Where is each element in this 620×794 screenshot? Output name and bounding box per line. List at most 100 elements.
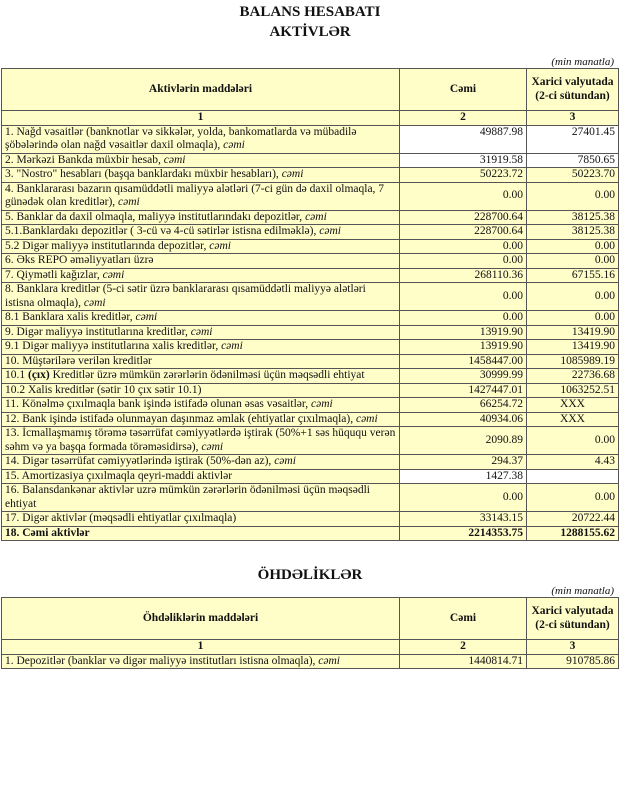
col-header-fx: Xarici valyutada (2-ci sütundan) bbox=[526, 68, 619, 111]
col-index: 1 bbox=[1, 110, 400, 126]
report-title: BALANS HESABATI bbox=[239, 4, 381, 20]
table-row: 13. İcmallaşmamış törəmə təsərrüfat cəmi… bbox=[1, 426, 619, 455]
row-label: 5.2 Digər maliyyə institutlarında depozi… bbox=[1, 238, 400, 254]
col-header-fx: Xarici valyutada (2-ci sütundan) bbox=[526, 597, 619, 640]
row-total: 0.00 bbox=[399, 238, 527, 254]
row-fx: 0.00 bbox=[526, 310, 619, 326]
col-header-total: Cəmi bbox=[399, 597, 527, 640]
row-total: 0.00 bbox=[399, 253, 527, 269]
table-row: 8.1 Banklara xalis kreditlər, cəmi 0.00 0.… bbox=[1, 310, 619, 326]
liabilities-heading: ÖHDƏLİKLƏR bbox=[257, 567, 363, 583]
table-row: 10. Müştərilərə verilən kreditlər 1458447… bbox=[1, 353, 619, 369]
row-total: 1440814.71 bbox=[399, 653, 527, 669]
table-row: 1. Depozitlər (banklar və digər maliyyə … bbox=[1, 653, 619, 669]
assets-heading: AKTİVLƏR bbox=[269, 24, 351, 40]
row-total: 13919.90 bbox=[399, 324, 527, 340]
table-row: 5.1.Banklardakı depozitlər ( 3-cü və 4-c… bbox=[1, 224, 619, 240]
row-label: 7. Qiymətli kağızlar, cəmi bbox=[1, 267, 400, 283]
col-index: 2 bbox=[399, 639, 527, 655]
liabilities-unit: (min manatla) bbox=[551, 585, 614, 597]
table-row: 4. Banklararası bazarın qısamüddətli mal… bbox=[1, 181, 619, 211]
row-label: 8. Banklara kreditlər (5-ci sətir üzrə b… bbox=[1, 282, 400, 311]
table-row: 15. Amortizasiya çıxılmaqla qeyri-maddi … bbox=[1, 468, 619, 484]
row-total: 2090.89 bbox=[399, 426, 527, 455]
row-fx: 1063252.51 bbox=[526, 382, 619, 398]
row-fx: 0.00 bbox=[526, 426, 619, 455]
row-label: 11. Könəlmə çıxılmaqla bank işində istif… bbox=[1, 397, 400, 413]
col-index: 3 bbox=[526, 110, 619, 126]
row-total: 0.00 bbox=[399, 181, 527, 211]
table-row: 8. Banklara kreditlər (5-ci sətir üzrə b… bbox=[1, 282, 619, 311]
row-fx: 67155.16 bbox=[526, 267, 619, 283]
row-fx: 4.43 bbox=[526, 454, 619, 470]
col-index: 1 bbox=[1, 639, 400, 655]
row-fx: 0.00 bbox=[526, 238, 619, 254]
col-header-item: Öhdəliklərin maddələri bbox=[1, 597, 400, 640]
assets-table: Aktivlərin maddələri Cəmi Xarici valyutada… bbox=[1, 68, 619, 541]
row-label: 3. "Nostro" hesabları (başqa banklardakı… bbox=[1, 167, 400, 183]
row-total: 66254.72 bbox=[399, 397, 527, 413]
row-label: 8.1 Banklara xalis kreditlər, cəmi bbox=[1, 310, 400, 326]
col-header-item: Aktivlərin maddələri bbox=[1, 68, 400, 111]
row-label: 13. İcmallaşmamış törəmə təsərrüfat cəmi… bbox=[1, 426, 400, 455]
row-total: 294.37 bbox=[399, 454, 527, 470]
row-total: 31919.58 bbox=[399, 152, 527, 168]
col-header-total: Cəmi bbox=[399, 68, 527, 111]
row-total: 13919.90 bbox=[399, 339, 527, 355]
row-fx: 38125.38 bbox=[526, 209, 619, 225]
liabilities-table: Öhdəliklərin maddələri Cəmi Xarici valyuta… bbox=[1, 597, 619, 669]
row-label: 5.1.Banklardakı depozitlər ( 3-cü və 4-c… bbox=[1, 224, 400, 240]
table-row: 14. Digər təsərrüfat cəmiyyətlərində işt… bbox=[1, 454, 619, 470]
row-label: 10. Müştərilərə verilən kreditlər bbox=[1, 353, 400, 369]
row-total: 49887.98 bbox=[399, 124, 527, 154]
assets-unit: (min manatla) bbox=[551, 56, 614, 68]
row-total: 0.00 bbox=[399, 282, 527, 311]
row-label: 1. Depozitlər (banklar və digər maliyyə … bbox=[1, 653, 400, 669]
row-total: 2214353.75 bbox=[399, 525, 527, 541]
row-total: 268110.36 bbox=[399, 267, 527, 283]
table-row: 1. Nağd vəsaitlər (banknotlar və sikkələ… bbox=[1, 124, 619, 154]
row-total: 228700.64 bbox=[399, 209, 527, 225]
table-row: 7. Qiymətli kağızlar, cəmi 268110.36 67155… bbox=[1, 267, 619, 283]
row-fx: 13419.90 bbox=[526, 339, 619, 355]
row-fx: 50223.70 bbox=[526, 167, 619, 183]
row-label: 5. Banklar da daxil olmaqla, maliyyə ins… bbox=[1, 209, 400, 225]
row-fx: 27401.45 bbox=[526, 124, 619, 154]
row-fx bbox=[526, 468, 619, 484]
table-row: 11. Könəlmə çıxılmaqla bank işində istif… bbox=[1, 397, 619, 413]
row-label: 6. Əks REPO əməliyyatları üzrə bbox=[1, 253, 400, 269]
row-label: 9. Digər maliyyə institutlarına kreditlə… bbox=[1, 324, 400, 340]
row-label: 2. Mərkəzi Bankda müxbir hesab, cəmi bbox=[1, 152, 400, 168]
row-fx: XXX bbox=[526, 411, 619, 427]
row-total: 30999.99 bbox=[399, 368, 527, 384]
row-fx: XXX bbox=[526, 397, 619, 413]
row-total: 50223.72 bbox=[399, 167, 527, 183]
table-row: 10.2 Xalis kreditlər (sətir 10 çıx sətir… bbox=[1, 382, 619, 398]
col-index: 2 bbox=[399, 110, 527, 126]
table-row: 9.1 Digər maliyyə institutlarına xalis k… bbox=[1, 339, 619, 355]
row-fx: 1288155.62 bbox=[526, 525, 619, 541]
table-row: 9. Digər maliyyə institutlarına kreditlə… bbox=[1, 324, 619, 340]
row-fx: 7850.65 bbox=[526, 152, 619, 168]
table-row: 12. Bank işində istifadə olunmayan daşın… bbox=[1, 411, 619, 427]
row-label: 12. Bank işində istifadə olunmayan daşın… bbox=[1, 411, 400, 427]
row-fx: 1085989.19 bbox=[526, 353, 619, 369]
row-fx: 20722.44 bbox=[526, 511, 619, 527]
row-fx: 0.00 bbox=[526, 483, 619, 512]
row-total: 1458447.00 bbox=[399, 353, 527, 369]
row-label: 17. Digər aktivlər (məqsədli ehtiyatlar … bbox=[1, 511, 400, 527]
row-label: 1. Nağd vəsaitlər (banknotlar və sikkələ… bbox=[1, 124, 400, 154]
row-fx: 22736.68 bbox=[526, 368, 619, 384]
table-row: 17. Digər aktivlər (məqsədli ehtiyatlar … bbox=[1, 511, 619, 527]
row-label: 10.1 (çıx) Kreditlər üzrə mümkün zərərlə… bbox=[1, 368, 400, 384]
row-fx: 910785.86 bbox=[526, 653, 619, 669]
row-label: 16. Balansdankənar aktivlər uzrə mümkün … bbox=[1, 483, 400, 512]
row-label: 14. Digər təsərrüfat cəmiyyətlərində işt… bbox=[1, 454, 400, 470]
row-total: 40934.06 bbox=[399, 411, 527, 427]
table-row: 18. Cəmi aktivlər 2214353.75 1288155.62 bbox=[1, 525, 619, 541]
row-label: 18. Cəmi aktivlər bbox=[1, 525, 400, 541]
row-label: 9.1 Digər maliyyə institutlarına xalis k… bbox=[1, 339, 400, 355]
row-fx: 0.00 bbox=[526, 181, 619, 211]
table-row: 16. Balansdankənar aktivlər uzrə mümkün … bbox=[1, 483, 619, 512]
row-label: 15. Amortizasiya çıxılmaqla qeyri-maddi … bbox=[1, 468, 400, 484]
